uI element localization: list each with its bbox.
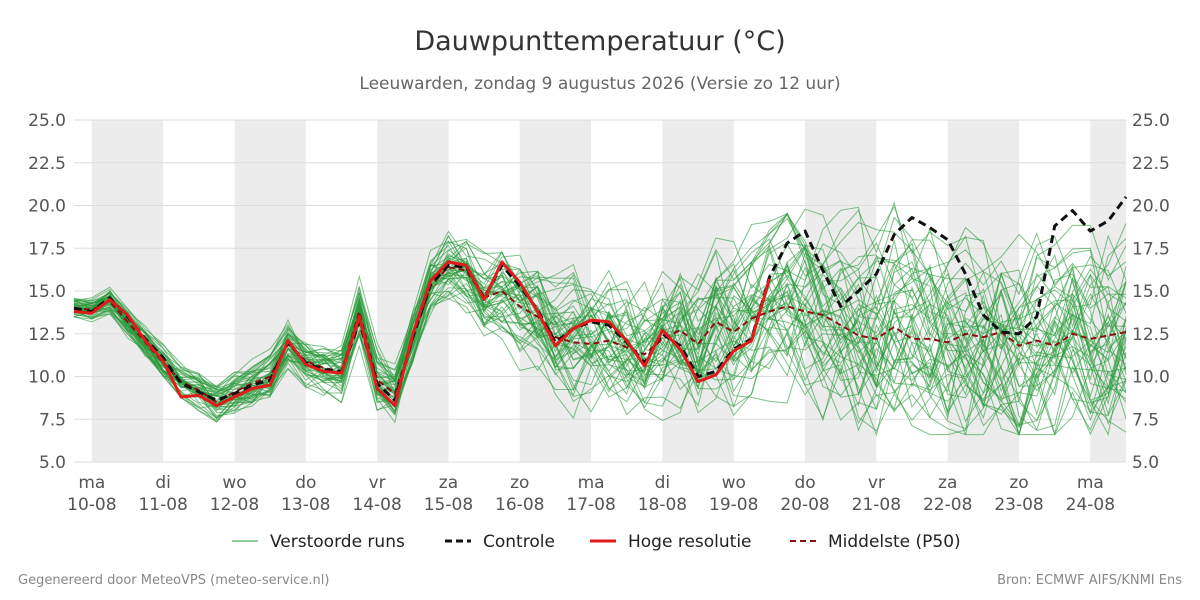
y-tick-label-right: 20.0 [1132, 197, 1170, 217]
x-tick-date: 14-08 [352, 495, 401, 515]
x-tick-day: di [655, 473, 671, 493]
x-tick-day: za [439, 473, 458, 493]
legend-item-median: Middelste (P50) [790, 532, 961, 552]
y-tick-label-left: 20.0 [28, 197, 66, 217]
x-tick-date: 16-08 [495, 495, 544, 515]
x-tick-day: zo [510, 473, 529, 493]
ensemble-member-line [73, 230, 1127, 400]
x-tick-date: 24-08 [1066, 495, 1115, 515]
ensemble-member-line [73, 212, 1127, 407]
y-tick-label-right: 7.5 [1132, 410, 1159, 430]
legend: Verstoorde runs Controle Hoge resolutie … [232, 532, 961, 552]
x-tick-day: di [155, 473, 171, 493]
x-tick-day: do [295, 473, 316, 493]
y-tick-label-left: 5.0 [39, 453, 66, 473]
x-tick-day: do [794, 473, 815, 493]
control-line [73, 196, 1128, 402]
y-tick-label-left: 25.0 [28, 111, 66, 131]
main-series [73, 196, 1128, 408]
legend-item-ensemble: Verstoorde runs [232, 532, 405, 552]
y-tick-label-left: 17.5 [28, 239, 66, 259]
ensemble-member-line [73, 213, 1127, 408]
y-tick-label-left: 10.0 [28, 368, 66, 388]
x-tick-day: zo [1009, 473, 1028, 493]
y-tick-label-right: 15.0 [1132, 282, 1170, 302]
legend-item-hires: Hoge resolutie [590, 532, 752, 552]
ensemble-member-line [73, 216, 1127, 395]
x-tick-day: wo [222, 473, 246, 493]
y-tick-label-right: 22.5 [1132, 154, 1170, 174]
x-tick-date: 22-08 [923, 495, 972, 515]
ensemble-member-line [73, 233, 1127, 388]
x-tick-date: 23-08 [994, 495, 1043, 515]
x-tick-day: vr [369, 473, 386, 493]
y-tick-label-right: 12.5 [1132, 325, 1170, 345]
hires-line [73, 260, 771, 408]
axis-ticks: 5.0 5.0 7.5 7.5 10.0 10.0 12.5 12.5 15.0 15.0 17.5… [28, 111, 1170, 515]
ensemble-member-line [73, 287, 1127, 437]
x-tick-date: 20-08 [780, 495, 829, 515]
y-tick-label-right: 17.5 [1132, 239, 1170, 259]
y-tick-label-right: 5.0 [1132, 453, 1159, 473]
x-tick-date: 21-08 [852, 495, 901, 515]
median-line [73, 266, 1127, 404]
y-tick-label-left: 7.5 [39, 410, 66, 430]
y-tick-label-left: 22.5 [28, 154, 66, 174]
x-tick-date: 10-08 [67, 495, 116, 515]
x-tick-date: 15-08 [424, 495, 473, 515]
legend-item-control: Controle [445, 532, 555, 552]
ensemble-member-line [73, 264, 1127, 437]
x-tick-date: 11-08 [138, 495, 187, 515]
x-tick-date: 19-08 [709, 495, 758, 515]
ensemble-member-line [73, 272, 1127, 423]
x-tick-day: za [938, 473, 957, 493]
x-tick-day: ma [1077, 473, 1104, 493]
x-tick-date: 18-08 [638, 495, 687, 515]
y-tick-label-right: 25.0 [1132, 111, 1170, 131]
ensemble-member-line [73, 235, 1127, 402]
y-tick-label-left: 15.0 [28, 282, 66, 302]
legend-label-median: Middelste (P50) [828, 532, 961, 552]
x-tick-day: ma [578, 473, 605, 493]
ensemble-member-line [73, 257, 1127, 436]
legend-label-control: Controle [483, 532, 555, 552]
y-tick-label-left: 12.5 [28, 325, 66, 345]
x-tick-date: 12-08 [210, 495, 259, 515]
x-tick-day: wo [722, 473, 746, 493]
ensemble-member-line [73, 261, 1127, 431]
footer-right: Bron: ECMWF AIFS/KNMI Ens [997, 573, 1182, 588]
y-tick-label-right: 10.0 [1132, 368, 1170, 388]
x-tick-day: vr [868, 473, 885, 493]
x-tick-date: 17-08 [566, 495, 615, 515]
legend-label-ensemble: Verstoorde runs [270, 532, 405, 552]
chart-subtitle: Leeuwarden, zondag 9 augustus 2026 (Vers… [359, 74, 840, 94]
ensemble-member-line [73, 261, 1127, 436]
footer-left: Gegenereerd door MeteoVPS (meteo-service… [18, 573, 329, 588]
x-tick-day: ma [78, 473, 105, 493]
x-tick-date: 13-08 [281, 495, 330, 515]
chart-title: Dauwpunttemperatuur (°C) [414, 26, 785, 57]
legend-label-hires: Hoge resolutie [628, 532, 752, 552]
